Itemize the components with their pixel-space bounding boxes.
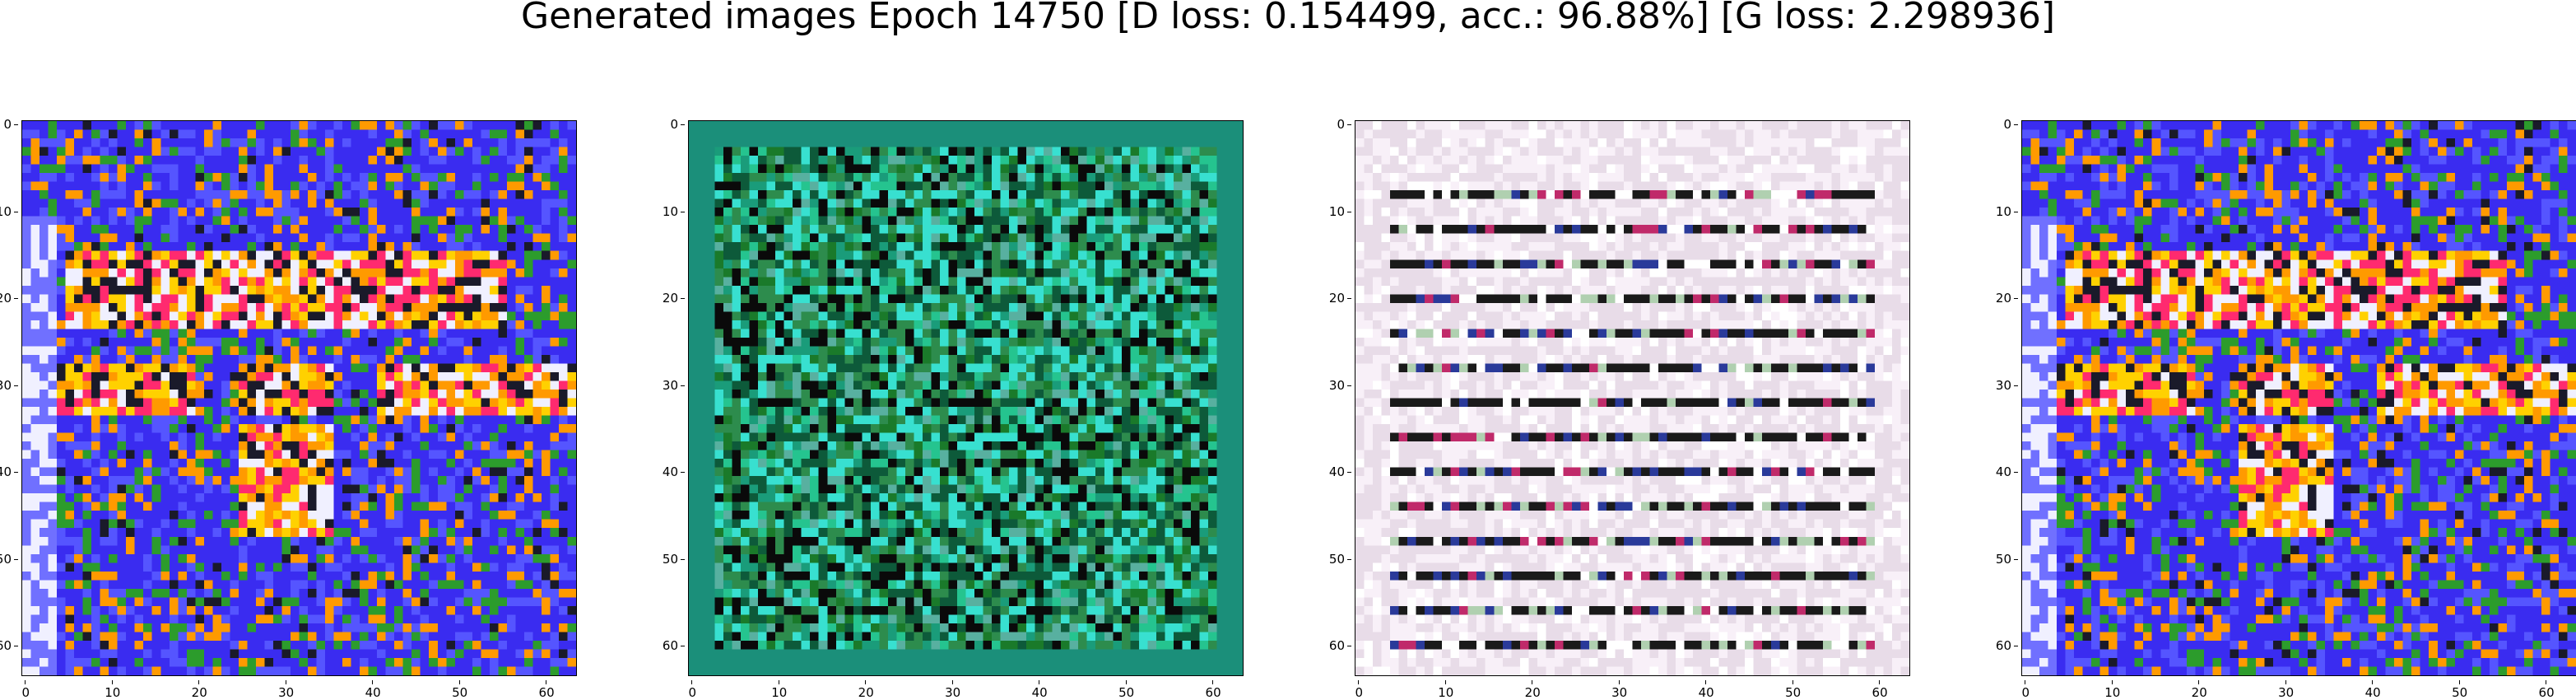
image-panel-3: 0 10 20 30 40 50 60 0 10 20 30 40 50 60 <box>1329 119 1910 699</box>
y-tick-label: 50 <box>1312 553 1351 566</box>
x-tick-label: 30 <box>937 680 969 699</box>
y-tick-label: 50 <box>645 553 685 566</box>
x-tick-label: 10 <box>96 680 129 699</box>
x-tick-label: 50 <box>2443 680 2476 699</box>
y-tick-label: 60 <box>645 640 685 652</box>
x-tick-label: 10 <box>763 680 796 699</box>
generated-image-2 <box>689 121 1243 675</box>
x-tick-label: 20 <box>183 680 216 699</box>
x-tick-label: 30 <box>2270 680 2303 699</box>
x-tick-label: 40 <box>2356 680 2389 699</box>
image-panel-4: 0 10 20 30 40 50 60 0 10 20 30 40 50 60 <box>1996 119 2576 699</box>
y-tick-label: 0 <box>0 119 18 131</box>
x-tick-label: 60 <box>1197 680 1230 699</box>
x-tick-label: 50 <box>1110 680 1143 699</box>
y-tick-label: 20 <box>0 292 18 305</box>
y-tick-label: 30 <box>645 379 685 392</box>
figure-title: Generated images Epoch 14750 [D loss: 0.… <box>520 0 2056 37</box>
x-tick-label: 60 <box>1863 680 1896 699</box>
image-plot <box>21 120 577 676</box>
generated-image-1 <box>22 121 576 675</box>
image-panel-1: 0 10 20 30 40 50 60 0 10 20 30 40 50 60 <box>0 119 577 699</box>
y-tick-label: 60 <box>1312 640 1351 652</box>
x-tick-label: 20 <box>2183 680 2216 699</box>
y-tick-label: 10 <box>645 205 685 218</box>
y-tick-label: 10 <box>1978 205 2018 218</box>
y-tick-label: 50 <box>0 553 18 566</box>
y-tick-label: 40 <box>0 466 18 478</box>
y-tick-label: 10 <box>0 205 18 218</box>
x-tick-label: 40 <box>1023 680 1056 699</box>
y-tick-label: 60 <box>0 640 18 652</box>
x-tick-label: 60 <box>530 680 563 699</box>
y-tick-label: 50 <box>1978 553 2018 566</box>
x-tick-label: 0 <box>676 680 709 699</box>
y-tick-label: 40 <box>645 466 685 478</box>
x-tick-label: 20 <box>1516 680 1549 699</box>
x-tick-label: 30 <box>1603 680 1636 699</box>
x-tick-label: 10 <box>1430 680 1462 699</box>
y-tick-label: 0 <box>645 119 685 131</box>
y-tick-label: 20 <box>1978 292 2018 305</box>
y-tick-label: 40 <box>1978 466 2018 478</box>
y-tick-label: 30 <box>1978 379 2018 392</box>
y-tick-label: 40 <box>1312 466 1351 478</box>
y-tick-label: 0 <box>1312 119 1351 131</box>
y-tick-label: 60 <box>1978 640 2018 652</box>
image-panel-2: 0 10 20 30 40 50 60 0 10 20 30 40 50 60 <box>663 119 1244 699</box>
y-tick-label: 0 <box>1978 119 2018 131</box>
image-plot <box>1355 120 1910 676</box>
x-tick-label: 50 <box>1777 680 1810 699</box>
x-tick-label: 0 <box>2009 680 2042 699</box>
x-tick-label: 20 <box>849 680 882 699</box>
y-tick-label: 30 <box>0 379 18 392</box>
generated-image-3 <box>1355 121 1909 675</box>
x-tick-label: 60 <box>2530 680 2563 699</box>
image-plot <box>2021 120 2576 676</box>
x-tick-label: 0 <box>9 680 42 699</box>
image-plot <box>688 120 1244 676</box>
x-tick-label: 30 <box>270 680 303 699</box>
generated-image-4 <box>2022 121 2576 675</box>
y-tick-label: 20 <box>1312 292 1351 305</box>
y-tick-label: 20 <box>645 292 685 305</box>
x-tick-label: 10 <box>2096 680 2129 699</box>
x-tick-label: 0 <box>1342 680 1375 699</box>
y-tick-label: 10 <box>1312 205 1351 218</box>
y-tick-label: 30 <box>1312 379 1351 392</box>
x-tick-label: 40 <box>1690 680 1723 699</box>
x-tick-label: 50 <box>444 680 477 699</box>
x-tick-label: 40 <box>356 680 389 699</box>
